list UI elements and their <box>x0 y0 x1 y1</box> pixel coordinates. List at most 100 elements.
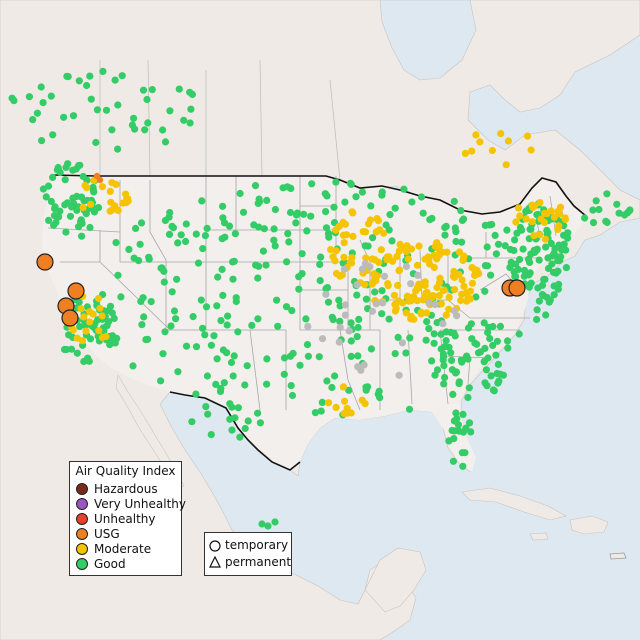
monitor-dot[interactable] <box>541 235 550 243</box>
monitor-dot[interactable] <box>157 377 165 385</box>
monitor-dot[interactable] <box>316 277 324 285</box>
monitor-dot[interactable] <box>53 166 62 174</box>
monitor-dot[interactable] <box>347 337 355 345</box>
monitor-dot[interactable] <box>342 231 351 239</box>
monitor-dot[interactable] <box>273 296 281 304</box>
monitor-dot[interactable] <box>391 350 399 358</box>
monitor-dot[interactable] <box>270 225 278 233</box>
monitor-dot[interactable] <box>364 220 373 228</box>
monitor-dot-usg[interactable] <box>36 253 54 271</box>
monitor-dot[interactable] <box>330 203 338 211</box>
monitor-dot[interactable] <box>369 234 377 242</box>
monitor-dot[interactable] <box>324 230 333 238</box>
monitor-dot[interactable] <box>340 253 348 261</box>
monitor-dot[interactable] <box>75 223 83 231</box>
monitor-dot[interactable] <box>303 227 311 235</box>
monitor-dot[interactable] <box>86 318 94 326</box>
monitor-dot[interactable] <box>540 275 548 284</box>
monitor-dot[interactable] <box>428 214 436 222</box>
monitor-dot[interactable] <box>107 339 115 347</box>
monitor-dot[interactable] <box>70 200 78 208</box>
monitor-dot[interactable] <box>424 253 432 261</box>
monitor-dot[interactable] <box>264 522 272 530</box>
monitor-dot[interactable] <box>460 215 468 223</box>
monitor-dot[interactable] <box>440 362 448 370</box>
monitor-dot[interactable] <box>192 230 200 238</box>
monitor-dot[interactable] <box>455 378 463 386</box>
monitor-dot[interactable] <box>340 409 348 418</box>
monitor-dot[interactable] <box>112 180 120 188</box>
monitor-dot[interactable] <box>391 300 399 308</box>
monitor-dot[interactable] <box>302 315 310 323</box>
monitor-dot[interactable] <box>285 238 293 246</box>
monitor-dot[interactable] <box>218 265 226 273</box>
monitor-dot[interactable] <box>177 231 185 239</box>
monitor-dot[interactable] <box>139 294 147 302</box>
monitor-dot[interactable] <box>94 204 103 212</box>
monitor-dot[interactable] <box>440 380 448 388</box>
monitor-dot[interactable] <box>201 232 209 240</box>
monitor-dot[interactable] <box>295 273 303 281</box>
monitor-dot[interactable] <box>125 245 133 253</box>
monitor-dot[interactable] <box>49 131 57 139</box>
monitor-dot[interactable] <box>87 95 95 103</box>
monitor-dot[interactable] <box>439 320 447 328</box>
monitor-dot[interactable] <box>359 228 367 236</box>
monitor-dot[interactable] <box>615 209 623 217</box>
monitor-dot[interactable] <box>372 300 380 308</box>
monitor-dot[interactable] <box>459 428 467 436</box>
monitor-dot[interactable] <box>80 313 88 321</box>
monitor-dot[interactable] <box>550 213 558 221</box>
monitor-dot[interactable] <box>533 315 541 324</box>
monitor-dot[interactable] <box>86 223 94 232</box>
monitor-dot[interactable] <box>465 384 473 392</box>
monitor-dot[interactable] <box>452 237 460 246</box>
monitor-dot[interactable] <box>400 185 408 193</box>
monitor-dot[interactable] <box>212 380 220 388</box>
monitor-dot[interactable] <box>214 273 222 281</box>
monitor-dot[interactable] <box>148 86 156 94</box>
monitor-dot-usg[interactable] <box>61 309 79 327</box>
monitor-dot[interactable] <box>433 255 441 263</box>
monitor-dot[interactable] <box>451 427 459 435</box>
monitor-dot[interactable] <box>504 344 512 352</box>
monitor-dot[interactable] <box>530 246 538 254</box>
monitor-dot[interactable] <box>54 213 63 221</box>
monitor-dot[interactable] <box>398 299 407 307</box>
monitor-dot[interactable] <box>386 211 394 219</box>
monitor-dot[interactable] <box>39 99 47 107</box>
monitor-dot[interactable] <box>415 242 423 250</box>
monitor-dot[interactable] <box>347 352 355 360</box>
monitor-dot[interactable] <box>335 338 343 346</box>
monitor-dot[interactable] <box>603 218 611 227</box>
monitor-dot[interactable] <box>304 352 312 360</box>
monitor-dot[interactable] <box>331 257 339 265</box>
monitor-dot[interactable] <box>271 518 279 526</box>
monitor-dot[interactable] <box>459 462 467 470</box>
monitor-dot[interactable] <box>292 211 301 219</box>
monitor-dot[interactable] <box>358 265 366 273</box>
monitor-dot[interactable] <box>219 291 227 299</box>
monitor-dot[interactable] <box>371 288 379 296</box>
monitor-dot[interactable] <box>354 323 362 332</box>
monitor-dot[interactable] <box>114 101 122 109</box>
monitor-dot[interactable] <box>464 393 472 402</box>
monitor-dot[interactable] <box>84 354 92 362</box>
monitor-dot[interactable] <box>390 291 398 299</box>
monitor-dot[interactable] <box>361 242 369 250</box>
monitor-dot[interactable] <box>106 187 114 195</box>
monitor-dot[interactable] <box>458 238 466 246</box>
monitor-dot[interactable] <box>44 182 53 190</box>
monitor-dot[interactable] <box>388 237 396 245</box>
monitor-dot[interactable] <box>99 67 107 75</box>
monitor-dot[interactable] <box>535 297 544 305</box>
monitor-dot[interactable] <box>348 254 356 262</box>
monitor-dot[interactable] <box>165 230 174 238</box>
monitor-dot[interactable] <box>76 323 84 331</box>
monitor-dot[interactable] <box>595 205 603 214</box>
monitor-dot[interactable] <box>481 344 489 352</box>
monitor-dot[interactable] <box>462 289 470 297</box>
monitor-dot[interactable] <box>589 219 598 227</box>
monitor-dot[interactable] <box>402 349 410 357</box>
monitor-dot[interactable] <box>322 290 330 298</box>
